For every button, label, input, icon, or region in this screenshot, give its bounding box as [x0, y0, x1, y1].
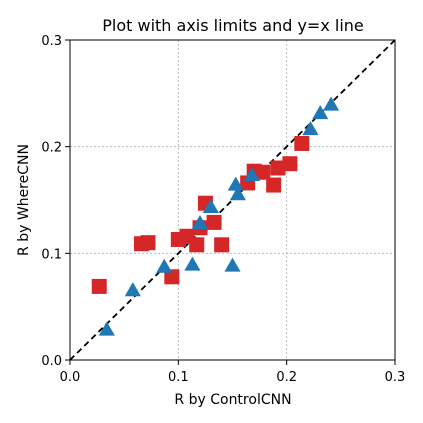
plot-frame — [69, 39, 396, 361]
data-point-square — [270, 160, 286, 176]
data-point-triangle — [124, 282, 141, 297]
y-axis-ticks: 0.0 0.1 0.2 0.3 — [41, 34, 70, 369]
x-tick-label: 0.0 — [60, 370, 81, 385]
data-point-triangle — [224, 257, 241, 272]
x-tick-label: 0.3 — [385, 370, 406, 385]
data-point-square — [164, 269, 180, 285]
chart-title: Plot with axis limits and y=x line — [102, 16, 364, 35]
x-tick-label: 0.1 — [168, 370, 189, 385]
y-tick-label: 0.1 — [41, 247, 62, 262]
data-point-square — [206, 214, 222, 230]
x-tick-label: 0.2 — [276, 370, 297, 385]
reference-line-y-equals-x — [69, 39, 396, 361]
x-axis-ticks: 0.0 0.1 0.2 0.3 — [60, 360, 406, 385]
data-points — [91, 96, 340, 336]
data-point-triangle — [323, 96, 340, 111]
data-point-square — [214, 237, 230, 253]
data-point-triangle — [202, 198, 219, 213]
data-point-square — [294, 135, 310, 151]
x-axis-label: R by ControlCNN — [174, 392, 291, 408]
data-point-square — [140, 235, 156, 251]
data-point-triangle — [184, 256, 201, 271]
data-point-triangle — [227, 176, 244, 191]
data-point-square — [255, 164, 271, 180]
data-point-triangle — [191, 214, 209, 229]
data-point-triangle — [243, 166, 261, 181]
data-point-triangle — [98, 321, 115, 336]
data-point-triangle — [312, 105, 329, 120]
grid — [70, 40, 395, 360]
data-point-square — [266, 177, 282, 193]
data-point-triangle — [302, 121, 319, 136]
y-tick-label: 0.2 — [41, 141, 62, 156]
data-point-triangle — [156, 258, 173, 273]
data-point-triangle — [229, 186, 246, 201]
data-point-square — [282, 156, 298, 172]
data-point-square — [91, 278, 107, 294]
y-tick-label: 0.3 — [41, 34, 62, 49]
data-point-square — [189, 237, 205, 253]
y-axis-label: R by WhereCNN — [16, 144, 32, 256]
y-tick-label: 0.0 — [41, 354, 62, 369]
